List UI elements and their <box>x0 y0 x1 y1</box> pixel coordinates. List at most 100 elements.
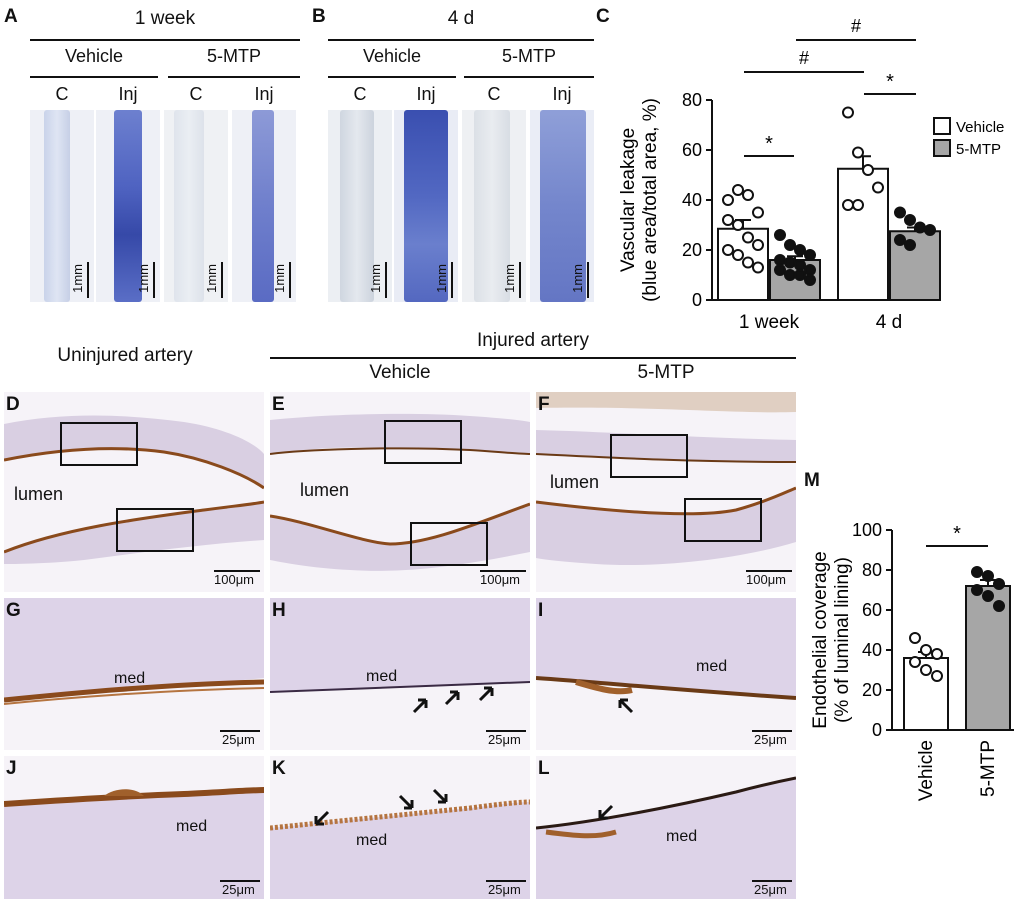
scale-bar <box>214 570 260 572</box>
panel-a-photo-5mtp-control <box>164 110 228 302</box>
panel-letter-a: A <box>4 6 18 27</box>
panel-a-vehicle-rule <box>30 76 158 78</box>
panel-letter-l: L <box>538 758 550 779</box>
histology-image-l: med 25μm <box>536 756 796 899</box>
histology-image-e: lumen 100μm <box>270 392 530 592</box>
x-tick-label: Vehicle <box>916 740 937 801</box>
scale-bar <box>451 262 453 298</box>
panel-letter-i: I <box>538 600 544 621</box>
data-point <box>931 670 943 682</box>
panel-b-photo-control <box>328 110 392 302</box>
panel-b-photo-5mtp-injured <box>530 110 594 302</box>
arrow-icon <box>478 686 494 702</box>
injured-artery-rule <box>270 357 796 359</box>
scale-bar <box>752 730 792 732</box>
arrow-icon <box>398 794 414 810</box>
scale-label: 1mm <box>502 264 517 293</box>
panel-b-group-5mtp: 5-MTP <box>502 46 556 66</box>
scale-label: 100μm <box>746 572 787 587</box>
scale-label: 1mm <box>204 264 219 293</box>
arrow-icon <box>314 810 330 826</box>
data-point <box>774 254 786 266</box>
histology-drawing <box>536 392 796 566</box>
panel-letter-h: H <box>272 600 286 621</box>
legend-swatch <box>933 139 951 157</box>
histology-image-k: med 25μm <box>270 756 530 899</box>
data-point <box>920 644 932 656</box>
data-point <box>971 566 983 578</box>
media-label: med <box>696 658 728 675</box>
y-tick-label: 20 <box>682 240 702 260</box>
roi-box <box>384 420 462 464</box>
roi-box <box>610 434 688 478</box>
data-point <box>722 194 734 206</box>
panel-letter-e: E <box>272 394 285 415</box>
y-tick-label: 0 <box>872 720 882 740</box>
data-point <box>732 184 744 196</box>
scale-bar <box>385 262 387 298</box>
data-point <box>931 648 943 660</box>
scale-bar <box>153 262 155 298</box>
header-vehicle: Vehicle <box>369 362 431 383</box>
histology-image-d: lumen 100μm <box>4 392 264 592</box>
data-point <box>722 244 734 256</box>
arrow-icon <box>444 690 460 706</box>
data-point <box>993 578 1005 590</box>
panel-letter-j: J <box>6 758 17 779</box>
roi-box <box>116 508 194 552</box>
scale-label: 1mm <box>272 264 287 293</box>
scale-bar <box>752 880 792 882</box>
data-point <box>982 590 994 602</box>
panel-b-group-vehicle: Vehicle <box>362 46 422 66</box>
legend-label: Vehicle <box>956 119 1004 136</box>
scale-bar <box>519 262 521 298</box>
data-point <box>894 234 906 246</box>
scale-bar <box>480 570 526 572</box>
data-point <box>794 269 806 281</box>
scale-bar <box>220 880 260 882</box>
data-point <box>894 206 906 219</box>
arrow-icon <box>432 788 448 804</box>
panel-letter-g: G <box>6 600 21 621</box>
y-tick-label: 80 <box>862 560 882 580</box>
data-point <box>752 261 764 274</box>
scale-label: 1mm <box>368 264 383 293</box>
panel-b-photo-injured <box>394 110 458 302</box>
scale-label: 25μm <box>754 882 787 897</box>
y-tick-label: 60 <box>862 600 882 620</box>
scale-label: 1mm <box>136 264 151 293</box>
scale-bar <box>220 730 260 732</box>
panel-a-lane-label: Inj <box>118 84 138 104</box>
panel-b-lane-label: Inj <box>416 84 436 104</box>
scale-label: 100μm <box>480 572 521 587</box>
data-point <box>774 264 786 276</box>
data-point <box>982 570 994 582</box>
lumen-label: lumen <box>550 472 600 492</box>
y-tick-label: 40 <box>862 640 882 660</box>
y-axis-label: Endothelial coverage <box>810 551 831 728</box>
y-tick-label: 60 <box>682 140 702 160</box>
scale-label: 100μm <box>214 572 255 587</box>
y-tick-label: 20 <box>862 680 882 700</box>
legend-label: 5-MTP <box>956 141 1001 158</box>
x-tick-label: 5-MTP <box>978 740 999 797</box>
panel-letter-d: D <box>6 394 20 415</box>
data-point <box>732 219 744 231</box>
significance-label: * <box>765 133 773 155</box>
scale-label: 25μm <box>754 732 787 747</box>
panel-b-rule <box>328 39 594 41</box>
scale-bar <box>486 730 526 732</box>
histology-image-i: med 25μm <box>536 598 796 750</box>
data-point <box>920 664 932 676</box>
panel-letter-k: K <box>272 758 286 779</box>
media-label: med <box>114 670 146 687</box>
panel-b-lane-label: C <box>353 84 367 104</box>
significance-label: # <box>799 48 809 68</box>
roi-box <box>684 498 762 542</box>
panel-a-rule <box>30 39 300 41</box>
panel-letter-c: C <box>596 6 610 27</box>
media-label: med <box>366 668 398 685</box>
header-5mtp: 5-MTP <box>637 362 695 383</box>
data-point <box>742 256 754 269</box>
media-label: med <box>176 818 208 835</box>
